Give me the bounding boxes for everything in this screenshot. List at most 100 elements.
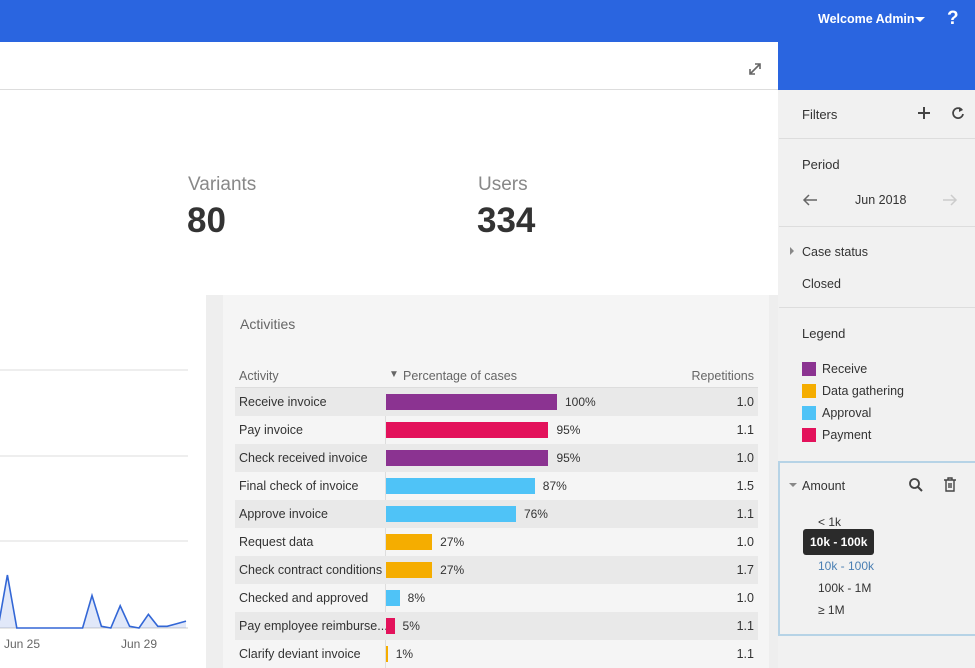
table-row: Check contract conditions 27% 1.7	[235, 556, 758, 584]
legend-label: Receive	[822, 362, 868, 376]
bar-label: 95%	[556, 451, 581, 465]
repetitions: 1.0	[736, 395, 754, 409]
bar	[386, 478, 535, 494]
divider	[235, 387, 758, 388]
sidebar	[778, 90, 975, 668]
table-row: Approve invoice 76% 1.1	[235, 500, 758, 528]
add-filter[interactable]	[916, 105, 932, 121]
timeline-chart: Jun 25 Jun 29	[0, 369, 188, 651]
welcome-menu[interactable]: Welcome Admin	[818, 12, 915, 26]
stat-value: 80	[187, 201, 226, 240]
delete-button[interactable]	[943, 477, 957, 493]
amount-option[interactable]: 10k - 100k	[818, 559, 875, 573]
bar	[386, 590, 400, 606]
repetitions: 1.0	[736, 451, 754, 465]
previous-period[interactable]	[802, 193, 818, 207]
x-tick-label: Jun 29	[121, 637, 157, 651]
amount-title: Amount	[802, 479, 846, 493]
activity-name: Clarify deviant invoice	[239, 647, 361, 661]
stat-label: Users	[478, 174, 528, 195]
activity-name: Pay employee reimburse...	[239, 619, 388, 633]
table-row: Request data 27% 1.0	[235, 528, 758, 556]
column-header[interactable]: Percentage of cases	[403, 369, 517, 383]
repetitions: 1.1	[736, 507, 754, 521]
bar-label: 95%	[556, 423, 581, 437]
stat-label: Variants	[188, 174, 257, 195]
bar-label: 27%	[440, 563, 465, 577]
help-button[interactable]: ?	[947, 8, 959, 29]
period-title: Period	[802, 157, 840, 172]
table-row: Receive invoice 100% 1.0	[235, 388, 758, 416]
column-header[interactable]: Activity	[239, 369, 279, 383]
bar	[386, 646, 388, 662]
repetitions: 1.0	[736, 591, 754, 605]
dropdown-icon[interactable]	[914, 16, 926, 24]
column-header[interactable]: Repetitions	[691, 369, 754, 383]
expand-caret[interactable]	[789, 246, 795, 256]
bar	[386, 450, 549, 466]
amount-panel	[778, 461, 975, 636]
divider	[385, 388, 386, 668]
bar	[386, 534, 433, 550]
bar-label: 27%	[440, 535, 465, 549]
timeline-card: Jun 25 Jun 29	[0, 295, 206, 668]
divider	[779, 307, 975, 308]
repetitions: 1.5	[736, 479, 754, 493]
stat-value: 334	[477, 201, 536, 240]
amount-option[interactable]: ≥ 1M	[818, 603, 845, 617]
bar-label: 76%	[523, 507, 548, 521]
legend-swatch	[802, 428, 816, 442]
amount-option[interactable]: < 1k	[818, 515, 842, 529]
amount-option[interactable]: 100k - 1M	[818, 581, 872, 595]
table-row: Clarify deviant invoice 1% 1.1	[235, 640, 758, 668]
legend-swatch	[802, 406, 816, 420]
expand-button[interactable]	[748, 62, 762, 76]
repetitions: 1.1	[736, 619, 754, 633]
bar	[386, 422, 549, 438]
sidebar-top	[778, 42, 975, 90]
sort-indicator[interactable]: ▼	[389, 369, 399, 380]
case-status-value: Closed	[802, 277, 841, 291]
tooltip: 10k - 100k	[803, 529, 875, 555]
activity-name: Checked and approved	[239, 591, 369, 605]
x-tick-label: Jun 25	[4, 637, 40, 651]
bar	[386, 394, 557, 410]
card-title: Activities	[240, 316, 296, 332]
activity-name: Check received invoice	[239, 451, 368, 465]
reset-filters[interactable]	[951, 106, 965, 120]
table-row: Pay employee reimburse... 5% 1.1	[235, 612, 758, 640]
bar	[386, 506, 516, 522]
bar	[386, 618, 395, 634]
activity-name: Check contract conditions	[239, 563, 383, 577]
bar-label: 100%	[565, 395, 596, 409]
line	[0, 574, 187, 629]
legend-title: Legend	[802, 326, 846, 341]
legend-label: Data gathering	[822, 384, 905, 398]
legend-swatch	[802, 362, 816, 376]
repetitions: 1.1	[736, 647, 754, 661]
collapse-caret[interactable]	[788, 482, 798, 488]
search-button[interactable]	[908, 477, 924, 493]
table-row: Final check of invoice 87% 1.5	[235, 472, 758, 500]
bar-label: 5%	[402, 619, 420, 633]
legend-label: Approval	[822, 406, 872, 420]
activity-name: Request data	[239, 535, 314, 549]
bar	[386, 562, 433, 578]
activity-name: Pay invoice	[239, 423, 303, 437]
divider	[779, 226, 975, 227]
activity-name: Receive invoice	[239, 395, 327, 409]
table-row: Check received invoice 95% 1.0	[235, 444, 758, 472]
divider	[0, 89, 778, 90]
table-row: Pay invoice 95% 1.1	[235, 416, 758, 444]
divider	[779, 138, 975, 139]
activity-name: Final check of invoice	[239, 479, 359, 493]
repetitions: 1.0	[736, 535, 754, 549]
bar-label: 8%	[407, 591, 426, 605]
bar-label: 1%	[395, 647, 414, 661]
next-period[interactable]	[942, 193, 958, 207]
filters-title: Filters	[802, 107, 838, 122]
period-value: Jun 2018	[855, 193, 907, 207]
legend-swatch	[802, 384, 816, 398]
top-bar	[0, 0, 975, 42]
case-status-title[interactable]: Case status	[802, 245, 869, 259]
